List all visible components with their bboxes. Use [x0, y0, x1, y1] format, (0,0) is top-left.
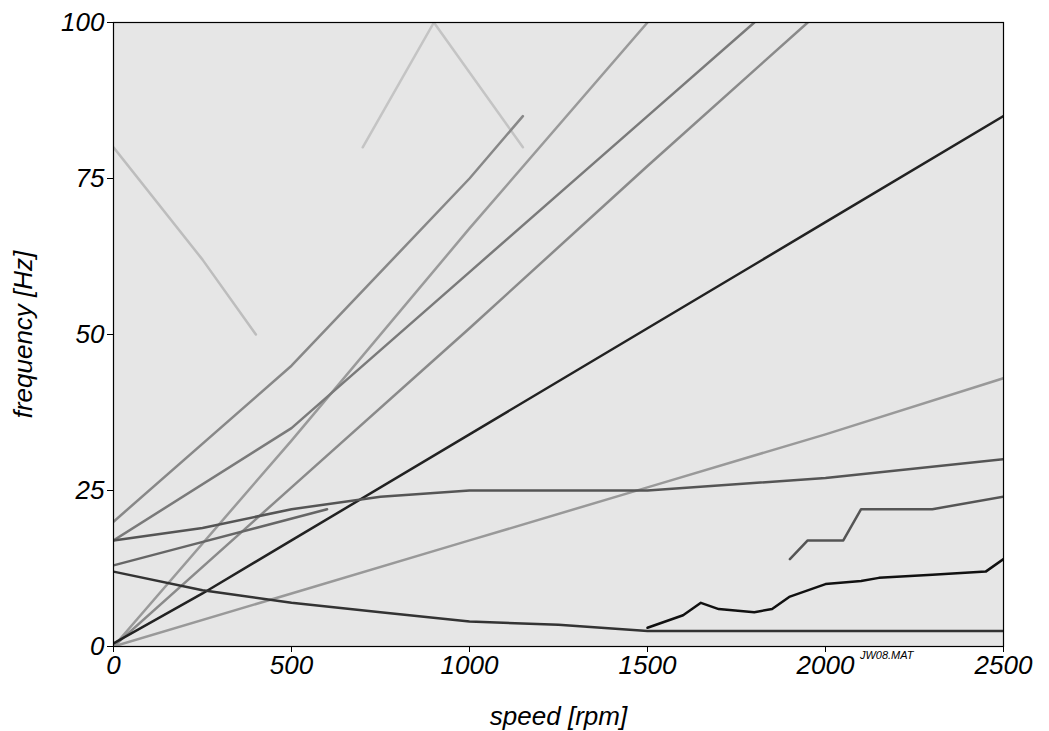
svg-text:speed [rpm]: speed [rpm] — [490, 701, 628, 731]
svg-text:1000: 1000 — [441, 650, 499, 680]
svg-text:0: 0 — [106, 650, 121, 680]
svg-text:2500: 2500 — [974, 650, 1033, 680]
svg-text:25: 25 — [75, 475, 105, 505]
svg-text:50: 50 — [76, 319, 105, 349]
svg-text:2000: 2000 — [796, 650, 855, 680]
svg-text:1500: 1500 — [619, 650, 677, 680]
svg-text:JW08.MAT: JW08.MAT — [859, 649, 915, 661]
svg-text:75: 75 — [76, 163, 105, 193]
svg-text:0: 0 — [90, 631, 105, 661]
svg-text:100: 100 — [61, 7, 105, 37]
svg-text:frequency [Hz]: frequency [Hz] — [8, 250, 38, 418]
svg-text:500: 500 — [270, 650, 314, 680]
